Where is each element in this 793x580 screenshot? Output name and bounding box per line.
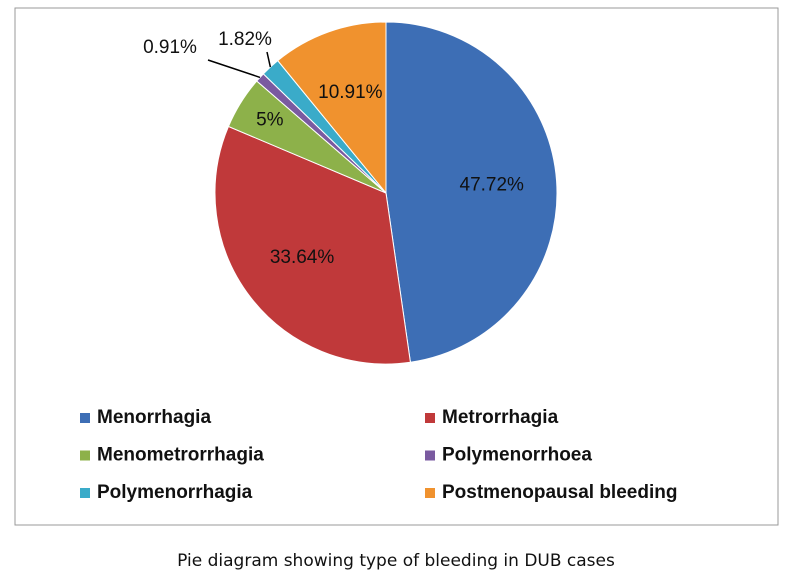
slice-label: 0.91% xyxy=(143,37,197,58)
legend-marker xyxy=(425,488,435,498)
legend-label: Menometrorrhagia xyxy=(97,445,264,466)
legend-label: Metrorrhagia xyxy=(442,407,559,428)
slice-label: 5% xyxy=(256,110,284,131)
leader-line xyxy=(266,51,272,68)
legend-marker xyxy=(425,413,435,423)
pie-slice xyxy=(385,21,558,363)
legend-label: Menorrhagia xyxy=(97,407,211,428)
slice-label: 33.64% xyxy=(270,247,335,268)
legend-label: Postmenopausal bleeding xyxy=(442,482,677,503)
legend-marker xyxy=(425,450,435,461)
slice-label: 10.91% xyxy=(318,82,383,103)
leader-line xyxy=(207,59,261,79)
pie-slice xyxy=(214,125,411,365)
slice-label: 1.82% xyxy=(218,29,272,50)
legend-label: Polymenorrhoea xyxy=(442,445,592,466)
pie-slice xyxy=(277,21,387,195)
slice-label: 47.72% xyxy=(460,174,525,195)
legend-marker xyxy=(80,450,90,461)
legend-marker xyxy=(80,413,90,423)
caption: Pie diagram showing type of bleeding in … xyxy=(177,551,615,571)
legend-label: Polymenorrhagia xyxy=(97,482,253,503)
legend-marker xyxy=(80,488,90,498)
